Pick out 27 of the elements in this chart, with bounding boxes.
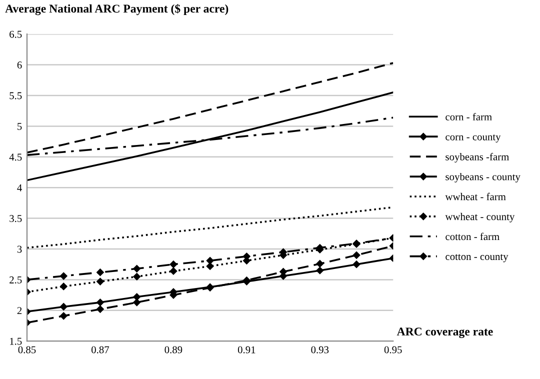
x-axis-title: ARC coverage rate xyxy=(396,328,493,338)
y-tick-label: 2 xyxy=(17,307,22,314)
x-tick-label: 0.85 xyxy=(18,346,36,354)
y-tick-label: 2.5 xyxy=(10,276,22,284)
y-tick-label: 3.5 xyxy=(10,215,22,222)
legend-label: wwheat - farm xyxy=(445,192,506,200)
legend-label: corn - farm xyxy=(446,112,492,120)
x-tick-label: 0.87 xyxy=(92,346,110,354)
y-tick-label: 3 xyxy=(17,246,22,253)
y-tick-label: 4.5 xyxy=(9,154,22,161)
x-tick-label: 0.91 xyxy=(238,346,256,354)
x-tick-label: 0.93 xyxy=(311,346,329,354)
legend-label: soybeans - county xyxy=(446,172,520,182)
y-tick-label: 6 xyxy=(17,62,22,69)
y-tick-label: 5.5 xyxy=(10,92,22,100)
x-tick-label: 0.95 xyxy=(384,346,402,354)
legend-label: cotton - farm xyxy=(446,232,500,240)
legend-label: corn - county xyxy=(446,134,501,142)
x-tick-label: 0.89 xyxy=(164,346,182,354)
y-axis-title: Average National ARC Payment ($ per acre) xyxy=(5,4,228,16)
y-tick-label: 1.5 xyxy=(10,338,22,345)
y-tick-label: 5 xyxy=(18,123,22,130)
legend-label: cotton - county xyxy=(446,254,508,262)
y-tick-label: 6.5 xyxy=(10,30,22,38)
legend-label: soybeans -farm xyxy=(446,152,509,162)
legend-label: wwheat - county xyxy=(445,212,515,222)
y-tick-label: 4 xyxy=(17,184,22,192)
